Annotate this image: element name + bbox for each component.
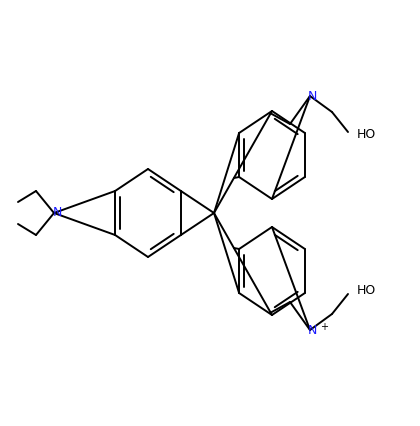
Text: N: N xyxy=(307,89,317,103)
Text: N: N xyxy=(307,323,317,337)
Text: HO: HO xyxy=(357,129,375,141)
Text: N: N xyxy=(52,207,62,219)
Text: HO: HO xyxy=(357,285,375,297)
Text: +: + xyxy=(320,322,328,332)
